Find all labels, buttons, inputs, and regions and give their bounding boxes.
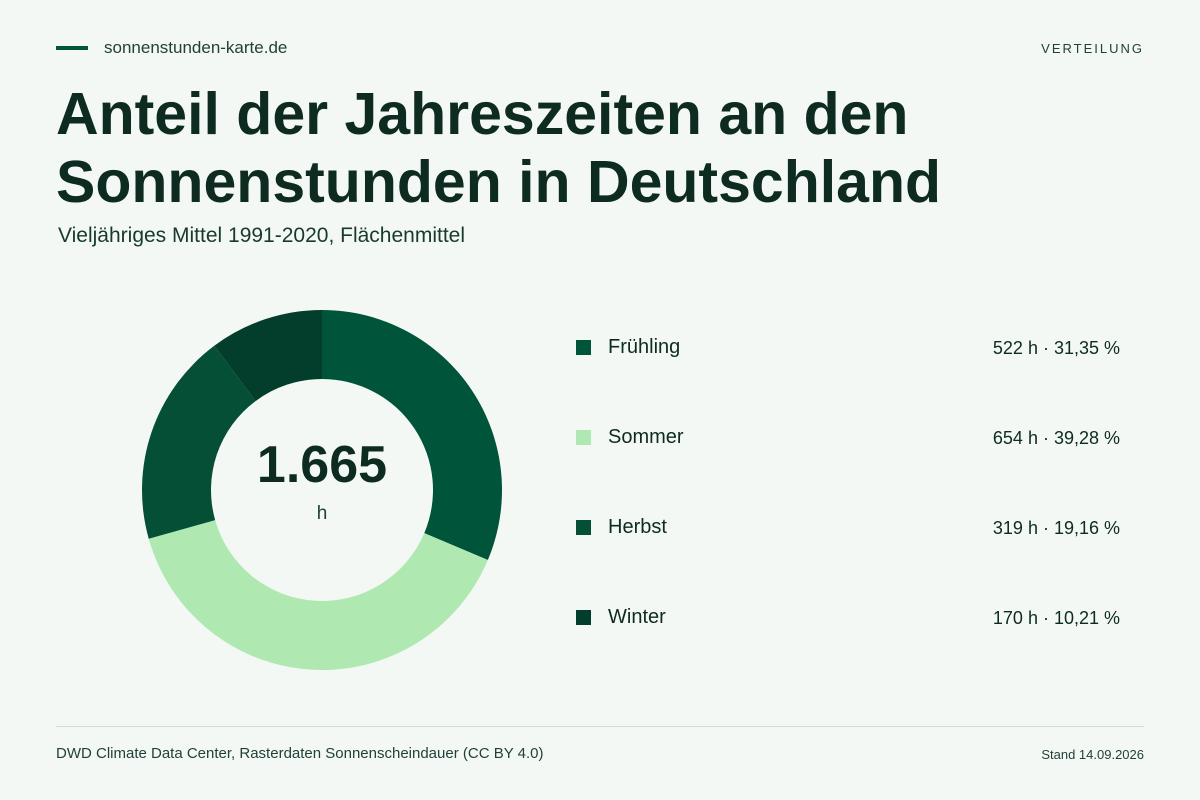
- donut-center-value: 1.665: [257, 436, 387, 494]
- footer-divider: [56, 726, 1144, 727]
- legend-swatch: [576, 340, 591, 355]
- donut-slice-winter: [214, 310, 322, 402]
- legend-label: Sommer: [608, 426, 684, 448]
- legend-label: Herbst: [608, 516, 667, 538]
- legend-item: Herbst 319 h · 19,16 %: [576, 492, 1120, 582]
- page-title: Anteil der Jahreszeiten an den Sonnenstu…: [56, 81, 942, 215]
- brand: sonnenstunden-karte.de: [56, 38, 287, 58]
- donut-slice-fruehling: [322, 310, 503, 560]
- legend-value: 522 h · 31,35 %: [992, 338, 1120, 358]
- legend-value: 654 h · 39,28 %: [992, 428, 1120, 448]
- legend-item: Sommer 654 h · 39,28 %: [576, 402, 1120, 492]
- legend-value: 170 h · 10,21 %: [992, 608, 1120, 628]
- source-note: DWD Climate Data Center, Rasterdaten Son…: [56, 745, 544, 762]
- legend-item: Winter 170 h · 10,21 %: [576, 582, 1120, 672]
- legend-swatch: [576, 430, 591, 445]
- donut-slice-herbst: [142, 345, 256, 539]
- brand-name: sonnenstunden-karte.de: [104, 38, 288, 57]
- top-bar: sonnenstunden-karte.de VERTEILUNG: [56, 36, 1144, 60]
- legend-swatch: [576, 610, 591, 625]
- legend-value: 319 h · 19,16 %: [992, 518, 1120, 538]
- page-subtitle: Vieljähriges Mittel 1991-2020, Flächenmi…: [58, 224, 465, 247]
- chart-legend: Frühling 522 h · 31,35 % Sommer 654 h · 39,…: [576, 312, 1120, 672]
- category-label: VERTEILUNG: [1041, 40, 1144, 56]
- donut-center-unit: h: [317, 503, 328, 524]
- date-note: Stand 14.09.2026: [1041, 747, 1144, 762]
- legend-swatch: [576, 520, 591, 535]
- donut-slice-sommer: [148, 520, 488, 670]
- legend-label: Frühling: [608, 336, 681, 358]
- brand-accent-line: [56, 46, 88, 50]
- donut-slices: [142, 310, 503, 670]
- legend-item: Frühling 522 h · 31,35 %: [576, 312, 1120, 402]
- legend-label: Winter: [608, 606, 666, 628]
